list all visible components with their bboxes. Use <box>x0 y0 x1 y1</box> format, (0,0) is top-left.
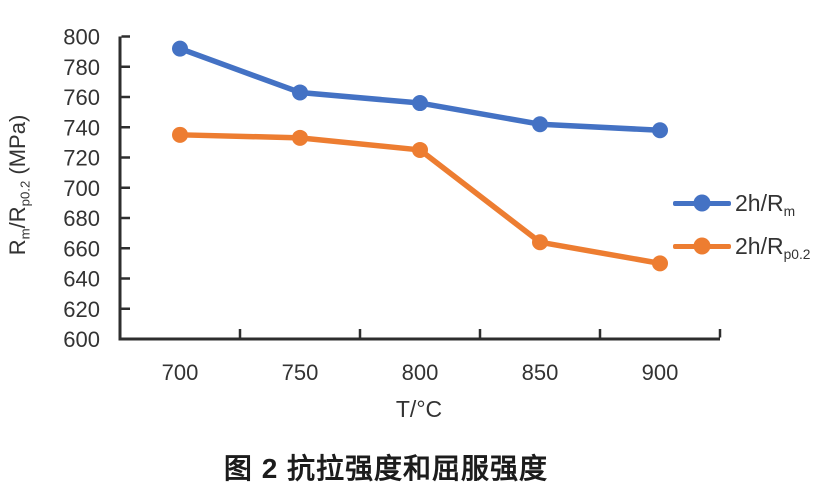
data-point <box>172 126 188 143</box>
y-tick-label: 780 <box>63 55 100 80</box>
x-tick-label: 750 <box>282 360 319 385</box>
y-tick-label: 700 <box>63 176 100 201</box>
y-tick-label: 760 <box>63 85 100 110</box>
y-tick-label: 600 <box>63 327 100 352</box>
y-axis-label: Rm/Rp0.2 (MPa) <box>5 114 33 256</box>
legend-marker-dot <box>693 194 711 212</box>
legend: 2h/Rm 2h/Rp0.2 <box>673 188 810 261</box>
y-tick-label: 620 <box>63 297 100 322</box>
legend-marker-line <box>673 194 731 212</box>
data-point <box>172 40 188 57</box>
legend-item: 2h/Rp0.2 <box>673 231 810 261</box>
x-tick-label: 900 <box>642 360 679 385</box>
legend-marker-dot <box>693 237 711 255</box>
y-tick-label: 800 <box>63 25 100 50</box>
y-tick-label: 680 <box>63 206 100 231</box>
line-chart: 600 620 640 660 680 700 720 740 760 780 800 700 750 8… <box>63 25 722 385</box>
data-point <box>652 255 668 272</box>
data-point <box>532 116 548 133</box>
data-point <box>412 95 428 112</box>
x-tick-label: 850 <box>522 360 559 385</box>
legend-marker-line <box>673 237 731 255</box>
legend-label: 2h/Rm <box>735 189 796 219</box>
data-point <box>412 141 428 158</box>
data-point <box>652 122 668 139</box>
data-point <box>292 129 308 146</box>
data-point <box>532 234 548 251</box>
legend-label: 2h/Rp0.2 <box>735 232 811 262</box>
data-point <box>292 84 308 101</box>
y-tick-label: 660 <box>63 236 100 261</box>
legend-item: 2h/Rm <box>673 188 810 218</box>
y-tick-label: 740 <box>63 115 100 140</box>
y-tick-label: 720 <box>63 146 100 171</box>
x-tick-label: 800 <box>402 360 439 385</box>
figure-caption: 图 2 抗拉强度和屈服强度 <box>223 453 549 484</box>
series-line-0 <box>177 45 663 134</box>
x-axis-label: T/°C <box>395 396 443 422</box>
y-tick-label: 640 <box>63 267 100 292</box>
x-tick-label: 700 <box>162 360 199 385</box>
